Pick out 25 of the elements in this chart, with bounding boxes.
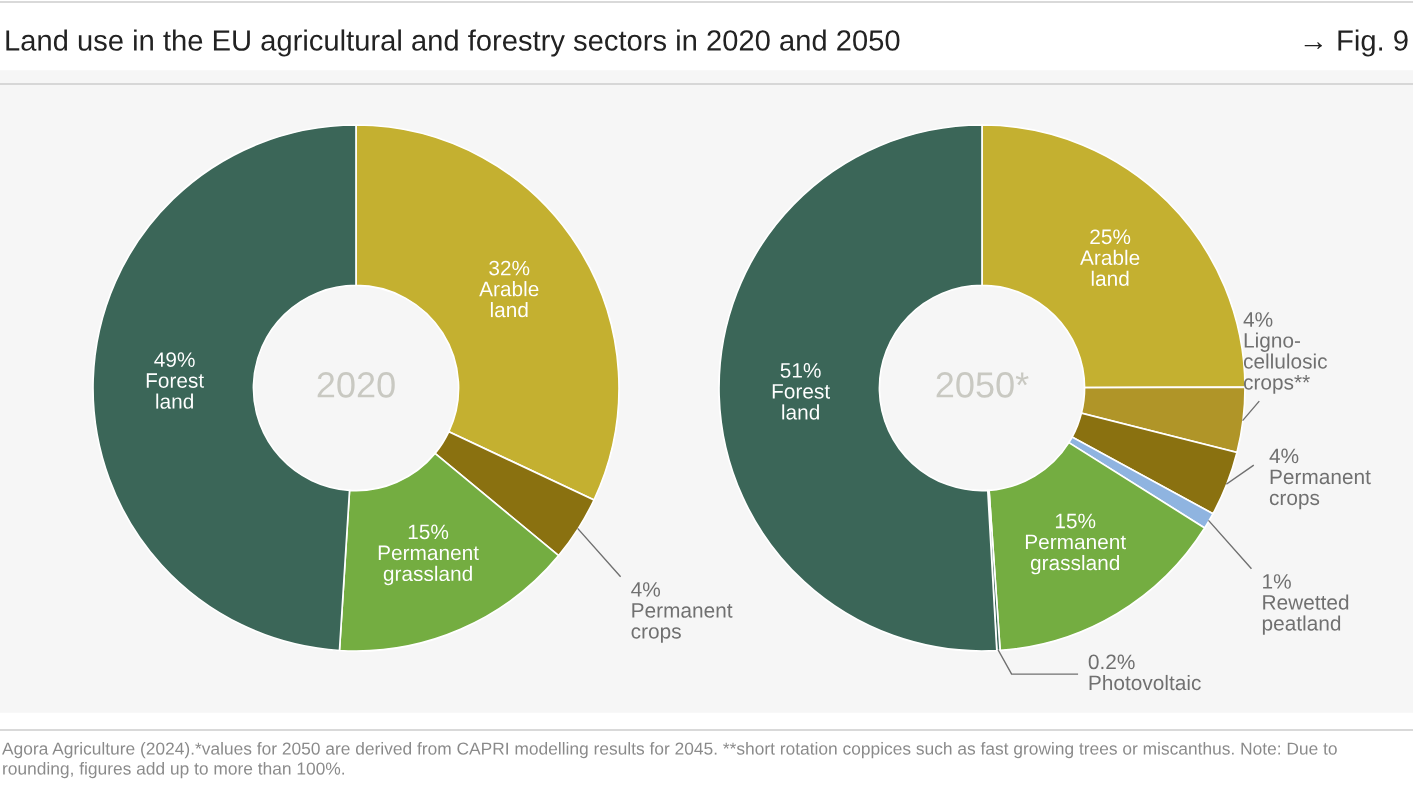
data-label: 32% xyxy=(489,260,530,276)
data-label: 49% xyxy=(154,352,195,367)
data-label: 51% xyxy=(780,363,821,378)
slice-label: Arable land xyxy=(1080,249,1140,286)
data-label: 4% xyxy=(631,582,661,597)
data-label: 15% xyxy=(1055,513,1096,529)
data-label: 15% xyxy=(408,524,449,540)
slice-label: Arable land xyxy=(479,281,539,318)
slice-label: Forest land xyxy=(146,373,204,409)
data-label: 4% xyxy=(1269,448,1299,464)
data-label: 4% xyxy=(1243,312,1273,327)
slice-label: Permanent grassland xyxy=(1025,534,1126,575)
slice-label: Rewetted peatland xyxy=(1262,594,1349,635)
text: → Fig. 9 xyxy=(1304,29,1408,57)
text: Agora Agriculture (2024).*values for 2050 are derived from CAPRI modelling results for 2045. **short rotation coppices such as fast growing trees or miscanthus. Note: Due to rounding, figures add up to more than 100%. xyxy=(2,742,1337,779)
slice-label: Permanent crops xyxy=(1269,469,1371,510)
data-label: 0.2% xyxy=(1088,654,1135,670)
slice-label: Forest land xyxy=(772,384,830,420)
data-label: 1% xyxy=(1263,574,1291,589)
slice-label: Permanent crops xyxy=(631,603,733,643)
slice-label: Ligno- cellulosic crops** xyxy=(1243,332,1328,394)
data-label: 25% xyxy=(1090,229,1131,245)
slice-label: Permanent grassland xyxy=(378,545,479,586)
text: Land use in the EU agricultural and forestry sectors in 2020 and 2050 xyxy=(6,29,900,57)
slice-label: Photovoltaic xyxy=(1089,674,1201,691)
